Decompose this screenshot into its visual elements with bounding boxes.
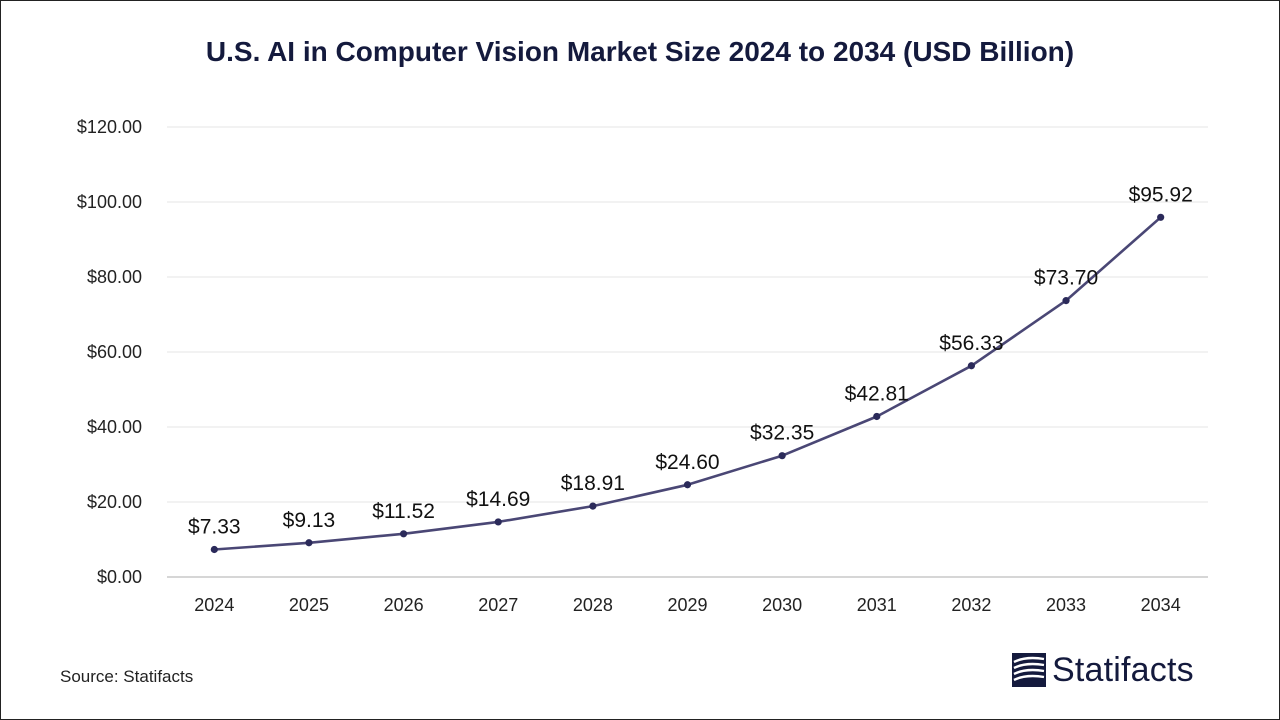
data-label: $7.33 — [188, 516, 241, 539]
data-point — [1062, 297, 1070, 305]
x-tick-label: 2030 — [762, 595, 802, 615]
data-label: $95.92 — [1129, 183, 1193, 206]
brand-name: Statifacts — [1052, 650, 1194, 689]
data-point — [967, 362, 976, 370]
y-tick-label: $100.00 — [77, 192, 142, 212]
statifacts-logo-icon — [1012, 653, 1046, 687]
data-points — [210, 213, 1165, 554]
x-tick-label: 2024 — [194, 595, 234, 615]
data-label: $11.52 — [372, 500, 435, 523]
x-tick-label: 2029 — [667, 595, 707, 615]
y-tick-label: $80.00 — [87, 267, 142, 287]
x-tick-label: 2031 — [857, 595, 897, 615]
x-tick-label: 2033 — [1046, 595, 1086, 615]
data-point — [778, 452, 786, 460]
axes: $0.00 $20.00 $40.00 $60.00 $80.00 $100.00 $120… — [77, 117, 1208, 615]
x-tick-label: 2028 — [573, 595, 613, 615]
series-line — [214, 216, 1162, 551]
brand-logo: Statifacts — [1012, 650, 1194, 690]
x-tick-label: 2026 — [384, 595, 424, 615]
y-tick-label: $60.00 — [87, 342, 142, 362]
chart-title: U.S. AI in Computer Vision Market Size 2… — [205, 36, 1075, 67]
series-line-layer — [214, 216, 1162, 551]
y-tick-label: $120.00 — [77, 117, 142, 137]
data-point — [399, 530, 408, 538]
data-point — [494, 518, 502, 526]
y-tick-label: $20.00 — [87, 492, 142, 512]
data-point — [873, 412, 881, 421]
data-labels: $7.33 $9.13 $11.52 $14.69 $18.91 $24.60 $32.35… — [188, 183, 1193, 538]
data-label: $14.69 — [466, 488, 530, 511]
x-tick-label: 2025 — [289, 595, 329, 615]
x-tick-label: 2032 — [951, 595, 991, 615]
data-label: $32.35 — [750, 422, 814, 445]
x-tick-label: 2027 — [478, 595, 518, 615]
x-tick-label: 2034 — [1141, 595, 1181, 615]
gridlines — [167, 126, 1208, 503]
data-point — [589, 502, 597, 510]
data-point — [683, 481, 692, 489]
data-point — [305, 539, 313, 547]
data-point — [1157, 213, 1165, 221]
data-label: $56.33 — [939, 332, 1003, 355]
data-label: $73.70 — [1034, 267, 1098, 290]
data-label: $42.81 — [845, 382, 909, 405]
data-label: $18.91 — [561, 472, 625, 495]
data-point — [210, 545, 218, 554]
y-tick-label: $0.00 — [97, 567, 142, 587]
data-label: $24.60 — [655, 451, 719, 474]
source-note: Source: Statifacts — [60, 667, 194, 686]
y-tick-label: $40.00 — [87, 417, 142, 437]
data-label: $9.13 — [283, 509, 336, 532]
